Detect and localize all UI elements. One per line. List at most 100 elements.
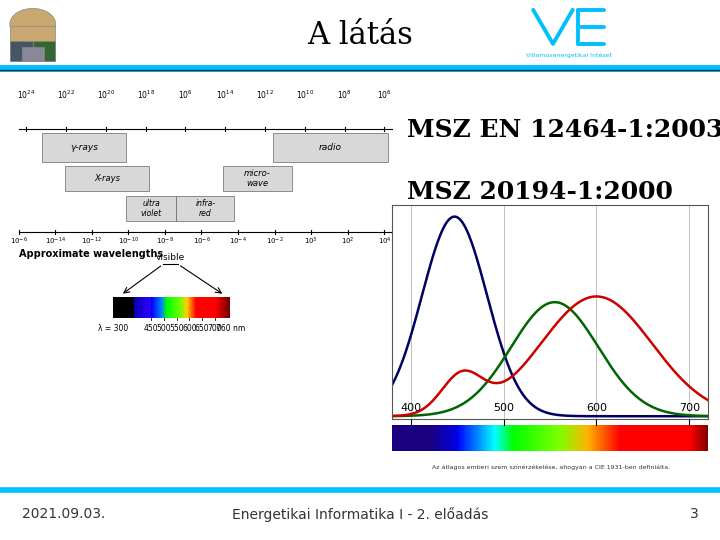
Bar	[500, 425, 501, 451]
Bar	[467, 425, 468, 451]
Bar	[513, 425, 514, 451]
Bar	[596, 425, 597, 451]
Bar	[485, 425, 486, 451]
Bar	[530, 425, 531, 451]
Bar	[408, 425, 409, 451]
Bar	[551, 425, 552, 451]
Bar	[682, 425, 683, 451]
Bar	[609, 425, 610, 451]
Bar	[547, 425, 548, 451]
Bar	[636, 425, 637, 451]
Bar	[427, 425, 428, 451]
Bar	[471, 425, 472, 451]
Bar	[482, 425, 483, 451]
Text: λ = 300: λ = 300	[98, 324, 128, 333]
Bar	[638, 425, 639, 451]
Bar	[648, 425, 649, 451]
Bar	[509, 425, 510, 451]
Bar	[625, 425, 626, 451]
Text: $10^{24}$: $10^{24}$	[17, 89, 35, 101]
Bar	[404, 425, 405, 451]
Text: ultra
violet: ultra violet	[141, 199, 162, 218]
Bar	[425, 425, 426, 451]
Bar	[700, 425, 701, 451]
Bar	[444, 425, 446, 451]
Bar	[644, 425, 645, 451]
Bar	[646, 425, 647, 451]
Bar	[433, 425, 434, 451]
Bar	[575, 425, 576, 451]
Bar	[685, 425, 686, 451]
Bar	[398, 425, 399, 451]
Bar	[635, 425, 636, 451]
Text: 3: 3	[690, 507, 698, 521]
Bar	[603, 425, 604, 451]
Bar	[645, 425, 646, 451]
Bar	[592, 425, 593, 451]
Bar	[580, 425, 581, 451]
Bar	[706, 425, 707, 451]
Bar	[10, 26, 55, 61]
Bar	[176, 195, 234, 221]
Bar	[411, 425, 412, 451]
Bar	[553, 425, 554, 451]
Bar	[658, 425, 659, 451]
Text: $10^{3}$: $10^{3}$	[305, 235, 318, 247]
Bar	[578, 425, 579, 451]
Bar	[470, 425, 471, 451]
Bar	[613, 425, 614, 451]
Text: 650: 650	[195, 324, 210, 333]
Bar	[569, 425, 570, 451]
Bar	[481, 425, 482, 451]
Bar	[454, 425, 455, 451]
Bar	[684, 425, 685, 451]
Bar	[455, 425, 456, 451]
Bar	[577, 425, 578, 451]
Bar	[683, 425, 684, 451]
Bar	[486, 425, 487, 451]
Bar	[598, 425, 599, 451]
Bar	[697, 425, 698, 451]
Bar	[541, 425, 543, 451]
Bar	[571, 425, 572, 451]
Bar	[450, 425, 451, 451]
Text: 2021.09.03.: 2021.09.03.	[22, 507, 105, 521]
Bar	[459, 425, 460, 451]
Bar	[526, 425, 527, 451]
Bar	[431, 425, 432, 451]
Bar	[441, 425, 442, 451]
Bar	[409, 425, 410, 451]
Bar	[589, 425, 590, 451]
Bar	[576, 425, 577, 451]
Bar	[426, 425, 427, 451]
Bar	[413, 425, 414, 451]
Bar	[614, 425, 616, 451]
Text: $10^{-10}$: $10^{-10}$	[118, 235, 139, 247]
Bar	[633, 425, 634, 451]
Bar	[618, 425, 619, 451]
Bar	[568, 425, 569, 451]
Bar	[401, 425, 402, 451]
Bar	[495, 425, 496, 451]
Text: 550: 550	[169, 324, 184, 333]
Bar	[705, 425, 706, 451]
Text: infra-
red: infra- red	[195, 199, 215, 218]
Bar	[591, 425, 592, 451]
Text: A látás: A látás	[307, 19, 413, 51]
Bar	[640, 425, 641, 451]
Bar	[503, 425, 504, 451]
Bar	[532, 425, 533, 451]
Bar	[421, 425, 422, 451]
Bar	[687, 425, 688, 451]
Bar	[435, 425, 436, 451]
Bar	[540, 425, 541, 451]
Bar	[536, 425, 537, 451]
Bar	[464, 425, 465, 451]
Text: MSZ EN 12464-1:2003: MSZ EN 12464-1:2003	[407, 118, 720, 141]
Bar	[407, 425, 408, 451]
Bar	[673, 425, 674, 451]
Text: 700: 700	[208, 324, 222, 333]
Bar	[677, 425, 678, 451]
Bar	[654, 425, 656, 451]
Bar	[619, 425, 620, 451]
